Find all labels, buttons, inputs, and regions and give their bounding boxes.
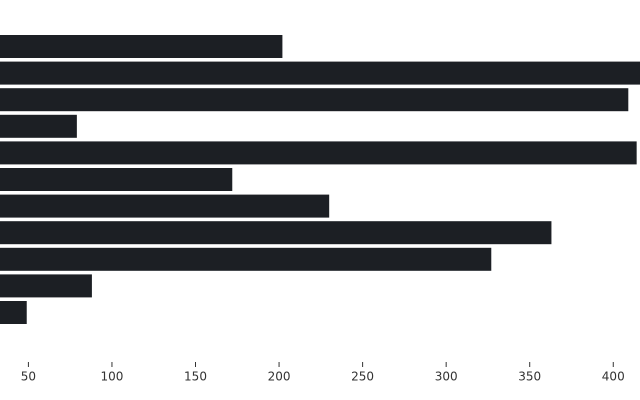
bar <box>0 301 27 324</box>
bar <box>0 88 629 112</box>
x-tick-label: 100 <box>101 370 124 384</box>
x-tick-label: 200 <box>268 370 291 384</box>
bar <box>0 61 640 85</box>
bar <box>0 168 233 191</box>
x-tick-label: 400 <box>602 370 625 384</box>
bar <box>0 35 283 58</box>
bar <box>0 141 637 165</box>
bar <box>0 274 92 298</box>
x-tick-label: 300 <box>435 370 458 384</box>
bar <box>0 114 77 138</box>
x-tick-label: 50 <box>21 370 36 384</box>
x-tick-label: 350 <box>518 370 541 384</box>
bar <box>0 221 552 245</box>
bar <box>0 247 492 271</box>
x-tick-label: 150 <box>184 370 207 384</box>
x-tick-label: 250 <box>351 370 374 384</box>
bar <box>0 194 330 218</box>
